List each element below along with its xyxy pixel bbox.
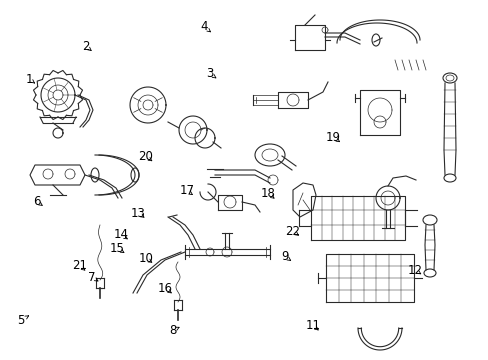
Text: 18: 18 bbox=[260, 187, 275, 200]
Text: 6: 6 bbox=[33, 195, 41, 208]
Text: 8: 8 bbox=[168, 324, 176, 337]
Text: 20: 20 bbox=[138, 150, 153, 163]
Text: 13: 13 bbox=[130, 207, 145, 220]
Text: 21: 21 bbox=[72, 259, 86, 272]
Text: 15: 15 bbox=[110, 242, 124, 255]
Text: 5: 5 bbox=[17, 314, 25, 327]
Text: 22: 22 bbox=[285, 225, 299, 238]
Text: 11: 11 bbox=[305, 319, 320, 332]
Text: 2: 2 bbox=[81, 40, 89, 53]
Text: 12: 12 bbox=[407, 264, 421, 276]
Text: 10: 10 bbox=[138, 252, 153, 265]
Text: 1: 1 bbox=[25, 73, 33, 86]
Text: 16: 16 bbox=[158, 282, 172, 295]
Text: 19: 19 bbox=[325, 131, 340, 144]
Text: 14: 14 bbox=[114, 228, 128, 241]
Text: 17: 17 bbox=[179, 184, 194, 197]
Text: 7: 7 bbox=[88, 271, 96, 284]
Text: 9: 9 bbox=[280, 250, 288, 263]
Text: 4: 4 bbox=[200, 21, 208, 33]
Text: 3: 3 bbox=[206, 67, 214, 80]
